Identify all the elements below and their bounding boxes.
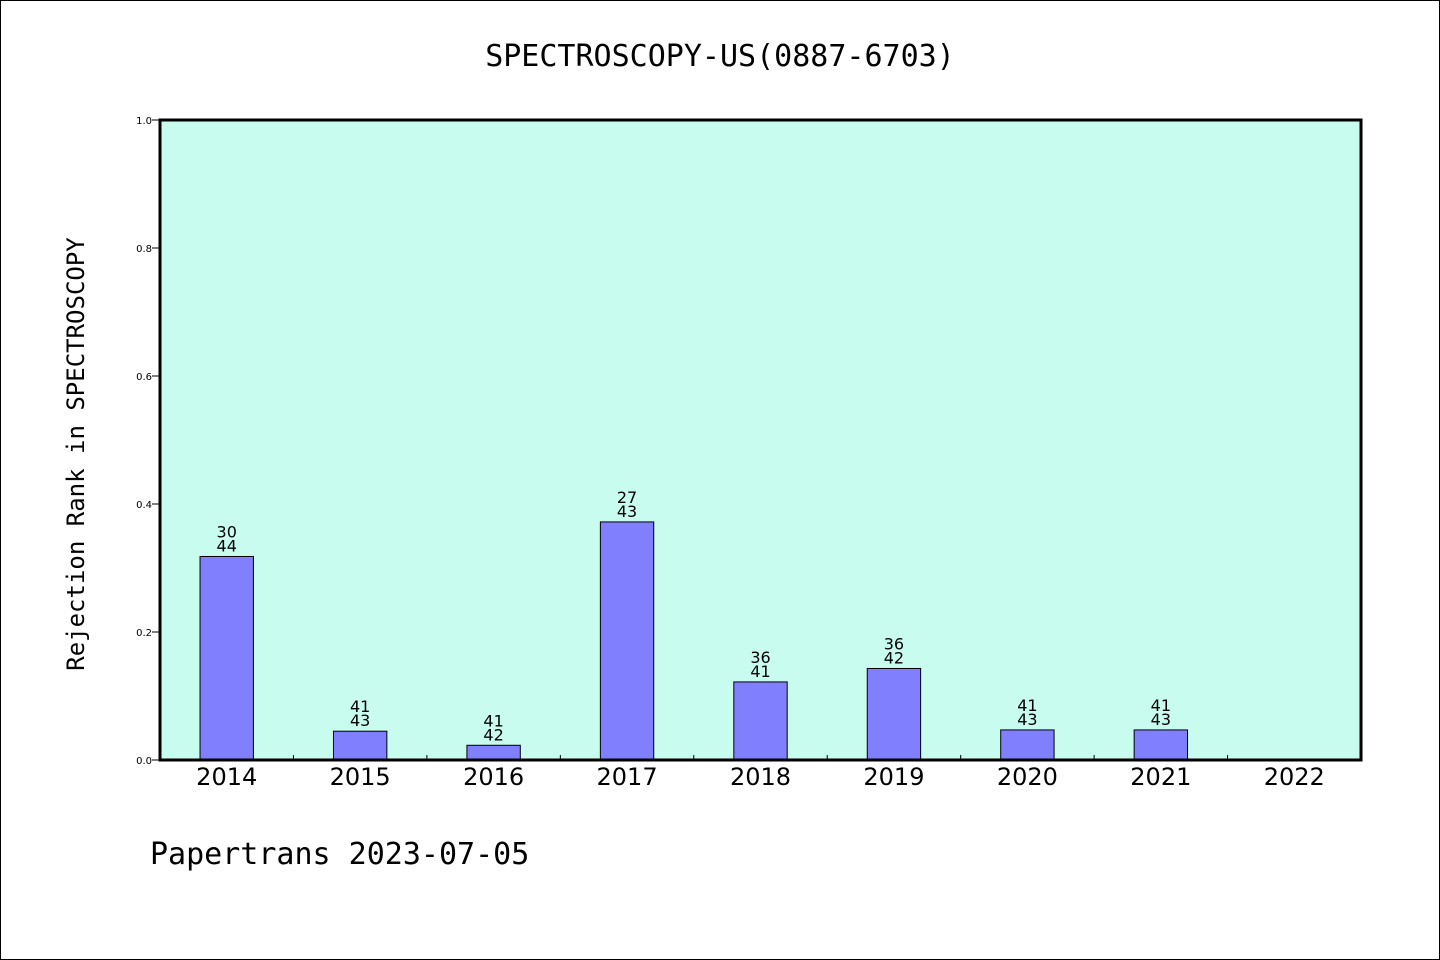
bar-label-bottom: 44 xyxy=(217,536,237,555)
y-tick-label: 0.8 xyxy=(136,244,152,255)
bar xyxy=(1000,729,1055,761)
bar-label-top: 41 xyxy=(350,697,370,716)
bar-label-top: 30 xyxy=(217,522,237,541)
footer-text: Papertrans 2023-07-05 xyxy=(150,837,529,872)
x-tick-label: 2022 xyxy=(1264,763,1325,791)
plot-border xyxy=(158,118,1363,762)
x-tick-label: 2020 xyxy=(997,763,1058,791)
bar-label-top: 41 xyxy=(1151,696,1171,715)
bar xyxy=(599,521,655,761)
y-tick-label: 0.0 xyxy=(136,756,152,767)
x-tick-label: 2014 xyxy=(196,763,257,791)
bar-label-bottom: 43 xyxy=(1017,710,1037,729)
bar xyxy=(332,730,388,761)
y-axis-ticks: 0.0 0.2 0.4 0.6 0.8 1.0 xyxy=(136,116,160,767)
bar-label-top: 27 xyxy=(617,488,637,507)
bar xyxy=(199,555,254,761)
bar xyxy=(466,744,521,761)
bar xyxy=(866,667,922,761)
y-tick-label: 0.4 xyxy=(136,500,152,511)
bar-label-bottom: 43 xyxy=(617,502,637,521)
bar-label-bottom: 43 xyxy=(350,711,370,730)
x-tick-label: 2018 xyxy=(730,763,791,791)
bar xyxy=(733,681,788,761)
y-axis-label: Rejection Rank in SPECTROSCOPY xyxy=(62,237,90,671)
bar-label-bottom: 42 xyxy=(483,725,503,744)
y-tick-label: 1.0 xyxy=(136,116,152,127)
x-axis-ticks: 2014 2015 2016 2017 2018 2019 2020 2021 2022 xyxy=(196,755,1325,791)
bar-label-bottom: 43 xyxy=(1151,710,1171,729)
x-tick-label: 2021 xyxy=(1130,763,1191,791)
chart-title: SPECTROSCOPY-US(0887-6703) xyxy=(485,39,955,74)
bar-label-top: 41 xyxy=(1017,696,1037,715)
bar xyxy=(1133,729,1189,761)
x-tick-label: 2019 xyxy=(863,763,924,791)
y-tick-label: 0.2 xyxy=(136,628,152,639)
bar-label-bottom: 41 xyxy=(750,662,770,681)
y-tick-label: 0.6 xyxy=(136,372,152,383)
bar-label-top: 36 xyxy=(884,634,904,653)
bars-layer xyxy=(199,521,1189,761)
bar-label-top: 41 xyxy=(483,711,503,730)
x-tick-label: 2015 xyxy=(330,763,391,791)
x-tick-label: 2016 xyxy=(463,763,524,791)
bar-label-top: 36 xyxy=(750,648,770,667)
x-tick-label: 2017 xyxy=(597,763,658,791)
bar-label-bottom: 42 xyxy=(884,648,904,667)
plot-area xyxy=(160,120,1361,760)
